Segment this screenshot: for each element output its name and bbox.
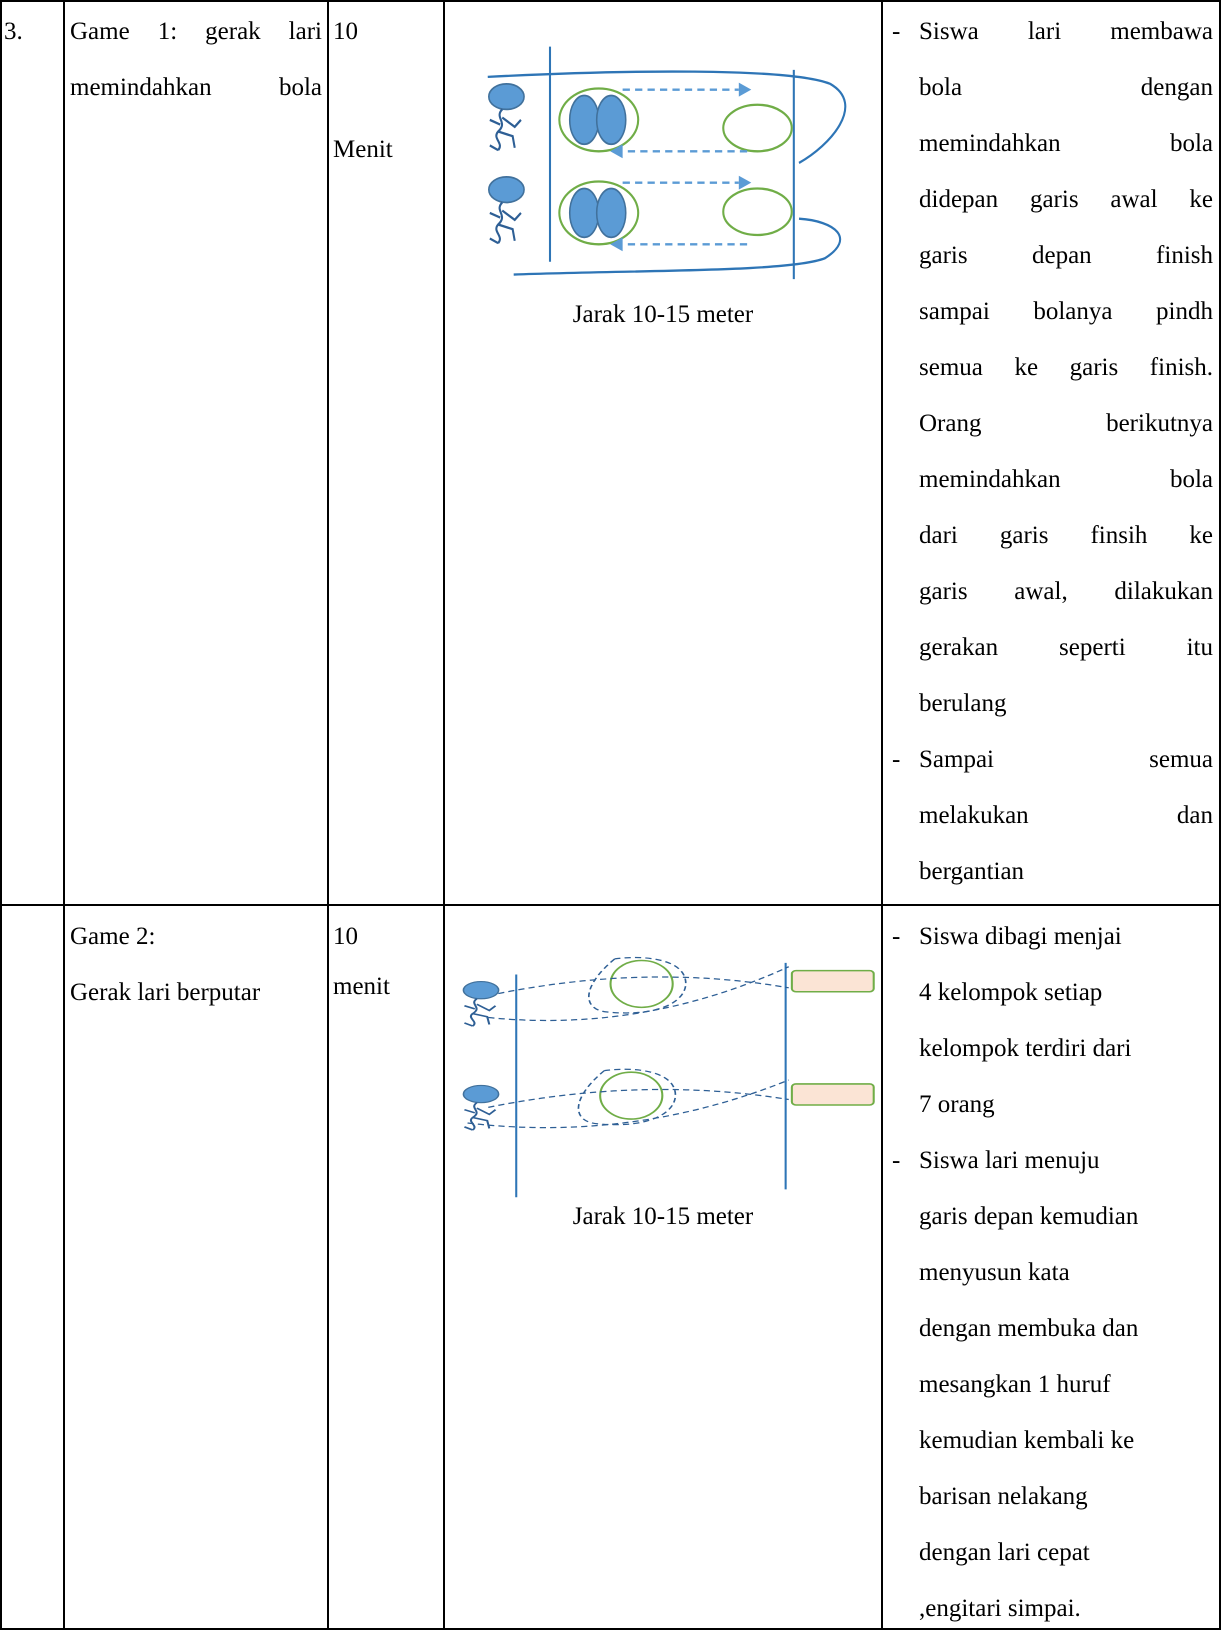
step-text: ,engitari simpai.	[919, 1595, 1081, 1622]
step-text: melakukan dan	[919, 802, 1213, 829]
activity: Game 2:	[70, 923, 156, 950]
step-text: sampai bolanya pindh	[919, 298, 1213, 325]
step-text: kelompok terdiri dari	[919, 1035, 1132, 1062]
step-text: garis awal, dilakukan	[919, 578, 1213, 605]
row-number: 3.	[4, 18, 23, 45]
step-text: Siswa dibagi menjai	[919, 923, 1122, 950]
step-text: memindahkan bola	[919, 130, 1213, 157]
table-border	[0, 0, 2, 1630]
list-marker: -	[892, 18, 901, 45]
list-marker: -	[892, 746, 901, 773]
step-text: bola dengan	[919, 74, 1213, 101]
table-border	[443, 0, 445, 1630]
table-border	[0, 1628, 1221, 1630]
step-text: garis depan kemudian	[919, 1203, 1139, 1230]
step-text: 7 orang	[919, 1091, 995, 1118]
step-text: garis depan finish	[919, 242, 1213, 269]
activity: Game 1: gerak lari	[70, 18, 322, 45]
diagram-game-2	[462, 956, 875, 1198]
table-border	[0, 904, 1221, 906]
step-text: dengan lari cepat	[919, 1539, 1090, 1566]
step-text: kemudian kembali ke	[919, 1427, 1135, 1454]
activity: memindahkan bola	[70, 74, 322, 101]
step-text: memindahkan bola	[919, 466, 1213, 493]
duration: menit	[333, 973, 390, 1001]
step-text: gerakan seperti itu	[919, 634, 1213, 661]
step-text: dari garis finsih ke	[919, 522, 1213, 549]
step-text: 4 kelompok setiap	[919, 979, 1103, 1006]
diagram-game-1	[487, 46, 847, 280]
table-border	[881, 0, 883, 1630]
list-marker: -	[892, 1147, 901, 1174]
step-text: semua ke garis finish.	[919, 354, 1213, 381]
duration: Menit	[333, 135, 393, 163]
duration: 10	[333, 923, 358, 950]
list-marker: -	[892, 923, 901, 950]
step-text: barisan nelakang	[919, 1483, 1088, 1510]
table-border	[327, 0, 329, 1630]
step-text: Siswa lari menuju	[919, 1147, 1100, 1174]
step-text: Siswa lari membawa	[919, 18, 1213, 45]
step-text: Sampai semua	[919, 746, 1213, 773]
duration: 10	[333, 18, 358, 45]
diagram-caption: Jarak 10-15 meter	[572, 301, 754, 328]
step-text: bergantian	[919, 858, 1025, 885]
step-text: dengan membuka dan	[919, 1315, 1139, 1342]
step-text: mesangkan 1 huruf	[919, 1371, 1111, 1398]
table-border	[1219, 0, 1221, 1630]
step-text: berulang	[919, 690, 1007, 717]
table-border	[0, 0, 1221, 2]
diagram-caption: Jarak 10-15 meter	[572, 1203, 754, 1230]
table-border	[63, 0, 65, 1630]
step-text: Orang berikutnya	[919, 410, 1213, 437]
step-text: didepan garis awal ke	[919, 186, 1213, 213]
activity: Gerak lari berputar	[70, 979, 261, 1006]
step-text: menyusun kata	[919, 1259, 1070, 1286]
